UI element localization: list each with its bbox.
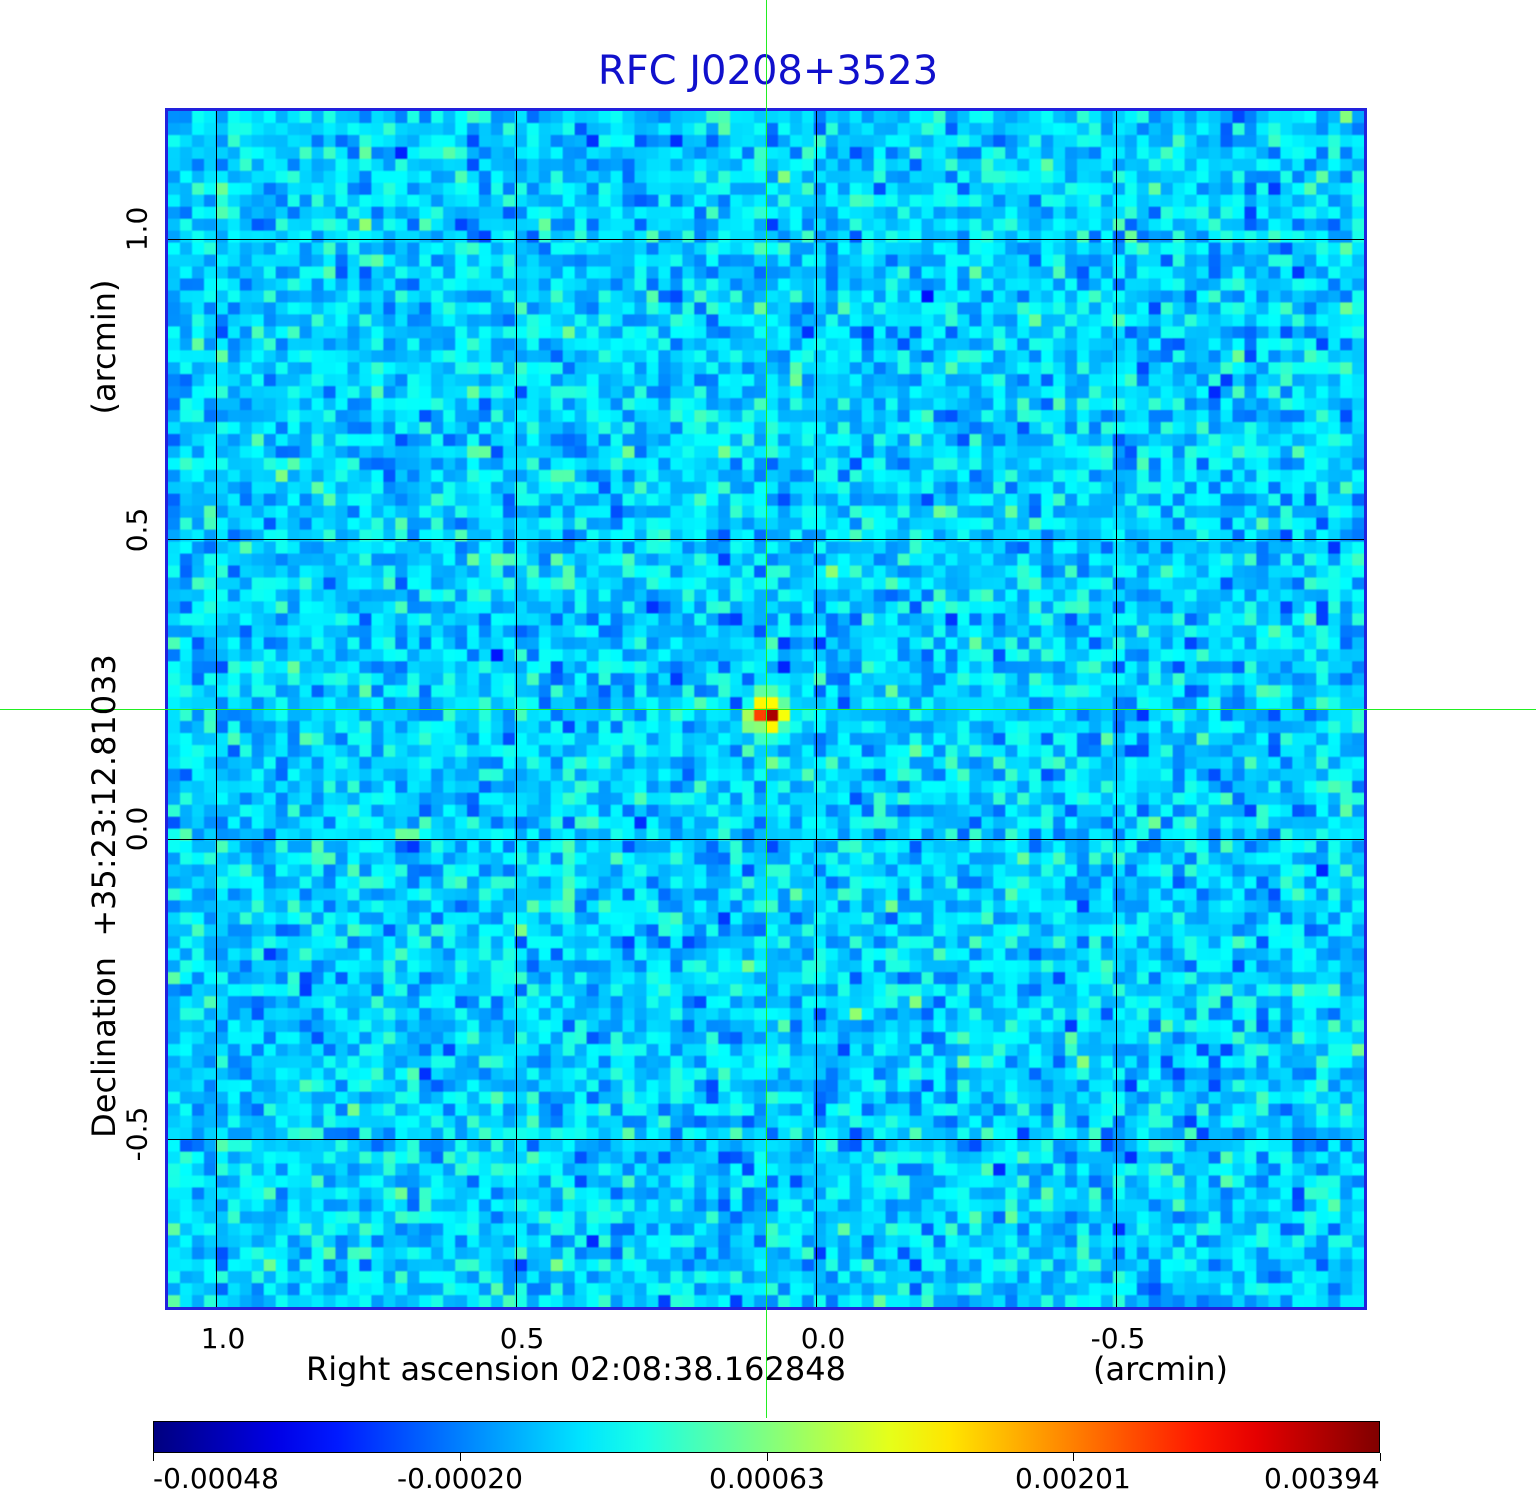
x-tick-label: 1.0	[200, 1322, 246, 1355]
x-axis-label: Right ascension 02:08:38.162848	[306, 1350, 846, 1388]
colorbar-tick-label: 0.00201	[1015, 1462, 1131, 1495]
colorbar-tick	[1380, 1453, 1381, 1461]
crosshair-horizontal	[0, 709, 1536, 710]
colorbar-tick-label: -0.00048	[153, 1462, 279, 1495]
x-tick-label: 0.0	[800, 1322, 846, 1355]
y-tick-label: 0.0	[120, 806, 154, 852]
colorbar-tick-label: 0.00063	[709, 1462, 825, 1495]
y-axis-unit: (arcmin)	[85, 279, 123, 415]
colorbar-tick	[1073, 1453, 1074, 1461]
colorbar-tick	[460, 1453, 461, 1461]
y-tick-label: 1.0	[120, 206, 154, 252]
colorbar-tick	[767, 1453, 768, 1461]
x-tick-label: -0.5	[1090, 1322, 1146, 1355]
colorbar-tick	[153, 1453, 154, 1461]
colorbar-tick-label: 0.00394	[1264, 1462, 1380, 1495]
y-tick-label: -0.5	[120, 1106, 154, 1162]
chart-title: RFC J0208+3523	[597, 48, 939, 94]
y-axis-label: Declination +35:23:12.81033	[85, 654, 123, 1138]
colorbar	[153, 1421, 1380, 1453]
x-tick-label: 0.5	[499, 1322, 545, 1355]
x-axis-unit: (arcmin)	[1093, 1350, 1228, 1388]
y-tick-label: 0.5	[120, 507, 154, 553]
colorbar-tick-label: -0.00020	[397, 1462, 523, 1495]
